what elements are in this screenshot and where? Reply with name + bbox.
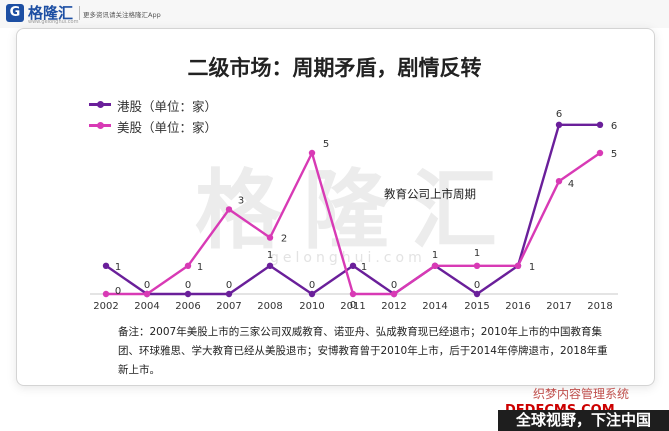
data-point-us — [308, 149, 316, 157]
brand-domain: www.gelonghui.com — [28, 19, 79, 25]
x-tick-label: 2004 — [134, 301, 159, 312]
data-label-hk: 0 — [226, 280, 232, 291]
data-point-us — [555, 178, 563, 185]
data-label-hk: 1 — [267, 250, 273, 261]
data-label-hk: 6 — [611, 121, 617, 132]
data-point-us — [514, 262, 522, 269]
data-point-us — [596, 149, 604, 157]
legend-label-us: 美股（单位：家） — [117, 120, 218, 135]
watermark-url: gelonghui.com — [270, 250, 426, 266]
chart-card — [16, 28, 655, 386]
watermark-text: 格隆汇 — [195, 161, 519, 261]
data-label-us: 1 — [474, 248, 480, 259]
data-label-us: 5 — [611, 149, 617, 160]
legend-swatch-us — [89, 122, 111, 129]
data-point-hk — [473, 290, 481, 298]
data-label-hk: 1 — [529, 262, 535, 273]
overlay-watermark-title: 织梦内容管理系统 — [533, 387, 630, 401]
data-label-hk: 0 — [309, 280, 315, 291]
chart-annotation: 教育公司上市周期 — [384, 187, 476, 201]
header-divider — [79, 6, 80, 20]
data-label-hk: 0 — [474, 280, 480, 291]
x-tick-label: 2007 — [216, 301, 241, 312]
data-point-hk — [266, 262, 274, 269]
data-point-hk — [308, 290, 316, 298]
x-tick-label: 2018 — [587, 301, 612, 312]
x-tick-label: 2011 — [340, 301, 365, 312]
chart-title: 二级市场：周期矛盾，剧情反转 — [187, 56, 482, 80]
data-point-us — [266, 234, 274, 241]
chart-footnote: 备注：2007年美股上市的三家公司双威教育、诺亚舟、弘成教育现已经退市；2010… — [118, 326, 608, 376]
data-label-hk: 1 — [115, 262, 121, 273]
brand-tagline: 更多资讯请关注格隆汇App — [83, 11, 161, 19]
data-label-hk: 6 — [556, 109, 562, 120]
legend-swatch-hk — [89, 101, 111, 108]
data-label-us: 3 — [238, 195, 244, 206]
x-tick-label: 2008 — [257, 301, 282, 312]
data-point-hk — [225, 290, 233, 298]
data-label-hk: 1 — [361, 262, 367, 273]
x-tick-label: 2016 — [505, 301, 530, 312]
data-label-us: 2 — [281, 234, 287, 245]
data-point-us — [225, 206, 233, 213]
data-label-us: 1 — [197, 262, 203, 273]
data-label-hk: 0 — [144, 280, 150, 291]
data-point-us — [473, 262, 481, 269]
legend-label-hk: 港股（单位：家） — [117, 99, 218, 114]
data-point-us — [390, 290, 398, 298]
data-point-hk — [555, 121, 563, 128]
x-tick-label: 2017 — [546, 301, 571, 312]
data-point-us — [184, 262, 192, 269]
data-point-us — [102, 290, 110, 298]
x-tick-label: 2002 — [93, 301, 118, 312]
data-label-hk: 1 — [432, 250, 438, 261]
series-line-us — [106, 151, 601, 296]
footer-slogan: 全球视野，下注中国 — [498, 410, 669, 431]
data-label-us: 5 — [323, 139, 329, 150]
data-point-hk — [184, 290, 192, 298]
data-label-hk: 0 — [391, 280, 397, 291]
logo-icon: G — [6, 4, 24, 22]
data-point-hk — [102, 262, 110, 269]
x-tick-label: 2006 — [175, 301, 200, 312]
x-tick-label: 2015 — [464, 301, 489, 312]
data-label-us: 0 — [115, 286, 121, 297]
x-tick-label: 2010 — [299, 301, 324, 312]
data-point-us — [143, 290, 151, 298]
brand-name: 格隆汇 — [28, 4, 74, 22]
data-point-hk — [596, 121, 604, 128]
app-header: G 格隆汇 www.gelonghui.com 更多资讯请关注格隆汇App — [0, 0, 669, 28]
data-point-hk — [349, 262, 357, 269]
data-label-us: 4 — [568, 179, 574, 190]
data-label-hk: 0 — [185, 280, 191, 291]
data-label-us: 0 — [350, 300, 356, 311]
data-point-us — [349, 290, 357, 298]
data-point-us — [431, 262, 439, 269]
x-tick-label: 2014 — [422, 301, 447, 312]
x-tick-label: 2012 — [381, 301, 406, 312]
